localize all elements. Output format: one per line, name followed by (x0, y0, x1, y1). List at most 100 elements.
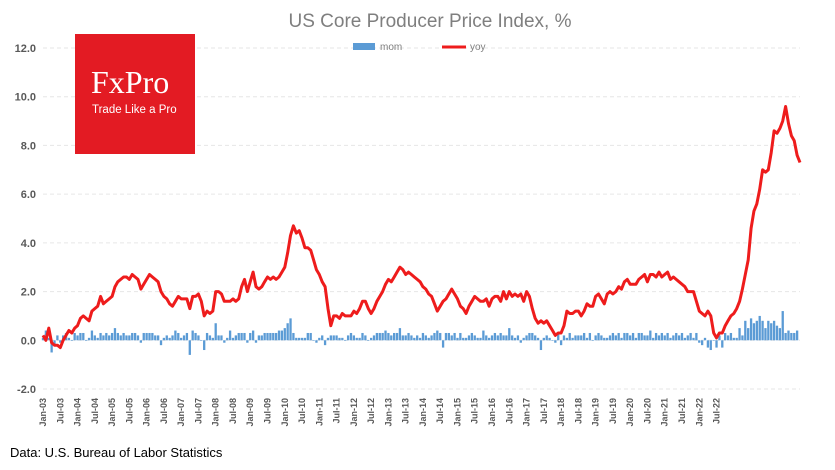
mom-bar (459, 332, 462, 341)
mom-bar (315, 340, 318, 343)
legend-mom-swatch (353, 43, 375, 50)
mom-bar (424, 335, 427, 341)
mom-bar (384, 330, 387, 341)
mom-bar (462, 337, 465, 341)
mom-bar (770, 323, 773, 341)
x-tick-label: Jan-14 (418, 398, 428, 427)
mom-bar (467, 335, 471, 341)
mom-bar (447, 332, 450, 341)
x-tick-label: Jul-20 (642, 398, 652, 424)
mom-bar (240, 332, 243, 341)
x-tick-label: Jan-09 (245, 398, 255, 427)
x-tick-label: Jul-09 (263, 398, 273, 424)
mom-bar (102, 335, 105, 341)
mom-bar (200, 340, 203, 341)
mom-bar (516, 335, 520, 341)
mom-bar (752, 323, 756, 341)
y-tick-label: -2.0 (17, 384, 36, 396)
mom-bar (214, 323, 217, 341)
mom-bar (85, 340, 88, 341)
mom-bar (626, 332, 629, 341)
mom-bar (758, 315, 761, 341)
x-tick-label: Jul-16 (504, 398, 514, 424)
mom-bar (154, 335, 157, 341)
x-tick-label: Jul-15 (470, 398, 480, 424)
mom-bar (295, 337, 298, 341)
mom-bar (562, 335, 566, 341)
mom-bar (197, 335, 200, 341)
mom-bar (326, 337, 330, 341)
mom-bar (156, 335, 160, 341)
mom-bar (574, 335, 577, 341)
mom-bar (430, 335, 433, 341)
mom-bar (470, 332, 474, 341)
mom-bar (617, 332, 620, 341)
mom-bar (703, 337, 707, 341)
mom-bar (582, 332, 586, 341)
x-tick-label: Jul-06 (159, 398, 169, 424)
x-tick-label: Jan-08 (211, 398, 221, 427)
mom-bar (289, 318, 292, 341)
mom-bar (237, 332, 240, 341)
mom-bar (67, 337, 71, 341)
mom-bar (744, 320, 747, 341)
mom-bar (427, 337, 430, 341)
mom-bar (303, 337, 307, 341)
mom-bar (634, 337, 638, 341)
mom-bar (151, 332, 154, 341)
mom-bar (591, 340, 594, 341)
mom-bar (404, 335, 407, 341)
mom-bar (93, 335, 96, 341)
mom-bar (162, 337, 166, 341)
yoy-line-group (41, 105, 802, 350)
yoy-line (41, 105, 802, 350)
mom-bar (309, 332, 312, 341)
mom-bar (525, 335, 528, 341)
y-tick-label: 0.0 (21, 335, 36, 347)
x-tick-label: Jan-17 (522, 398, 532, 427)
mom-bar (243, 332, 246, 341)
data-source: Data: U.S. Bureau of Labor Statistics (10, 445, 223, 460)
mom-bar (251, 330, 255, 341)
mom-bar (263, 332, 266, 341)
mom-bar (174, 330, 177, 341)
mom-bar (608, 335, 612, 341)
mom-bar (580, 335, 583, 341)
mom-bar (781, 311, 784, 341)
mom-bar (726, 335, 730, 341)
mom-bar (413, 337, 416, 341)
chart-title: US Core Producer Price Index, % (288, 11, 571, 32)
mom-bar (352, 335, 356, 341)
mom-bar (729, 332, 733, 341)
mom-bar (620, 337, 623, 341)
mom-bar (793, 332, 796, 341)
mom-bar (358, 337, 361, 341)
mom-bar (585, 337, 589, 341)
mom-bar (306, 332, 309, 341)
mom-bar (551, 340, 554, 341)
mom-bar (732, 337, 735, 341)
axis-ticks: -2.0 0.0 2.0 4.0 6.0 8.0 10.0 12.0 Jan-03 Jul-03 J… (15, 43, 722, 427)
mom-bar (116, 332, 119, 341)
x-tick-label: Jul-04 (90, 398, 100, 424)
mom-bar (335, 335, 338, 341)
legend-mom-label: mom (380, 42, 402, 53)
mom-bar (341, 337, 344, 341)
mom-bar (554, 340, 557, 343)
x-tick-label: Jan-20 (625, 398, 635, 427)
mom-bar (712, 340, 715, 341)
mom-bar (372, 335, 376, 341)
mom-bar (421, 332, 425, 341)
mom-bar (738, 328, 741, 341)
mom-bar (329, 335, 332, 341)
mom-bar (223, 340, 226, 343)
mom-bar (119, 335, 122, 341)
mom-bar (125, 335, 128, 341)
mom-bar (652, 337, 655, 341)
mom-bar (165, 335, 168, 341)
mom-bar (571, 337, 574, 341)
mom-bar (795, 330, 799, 341)
mom-bar (775, 325, 779, 341)
mom-bar (260, 335, 263, 341)
